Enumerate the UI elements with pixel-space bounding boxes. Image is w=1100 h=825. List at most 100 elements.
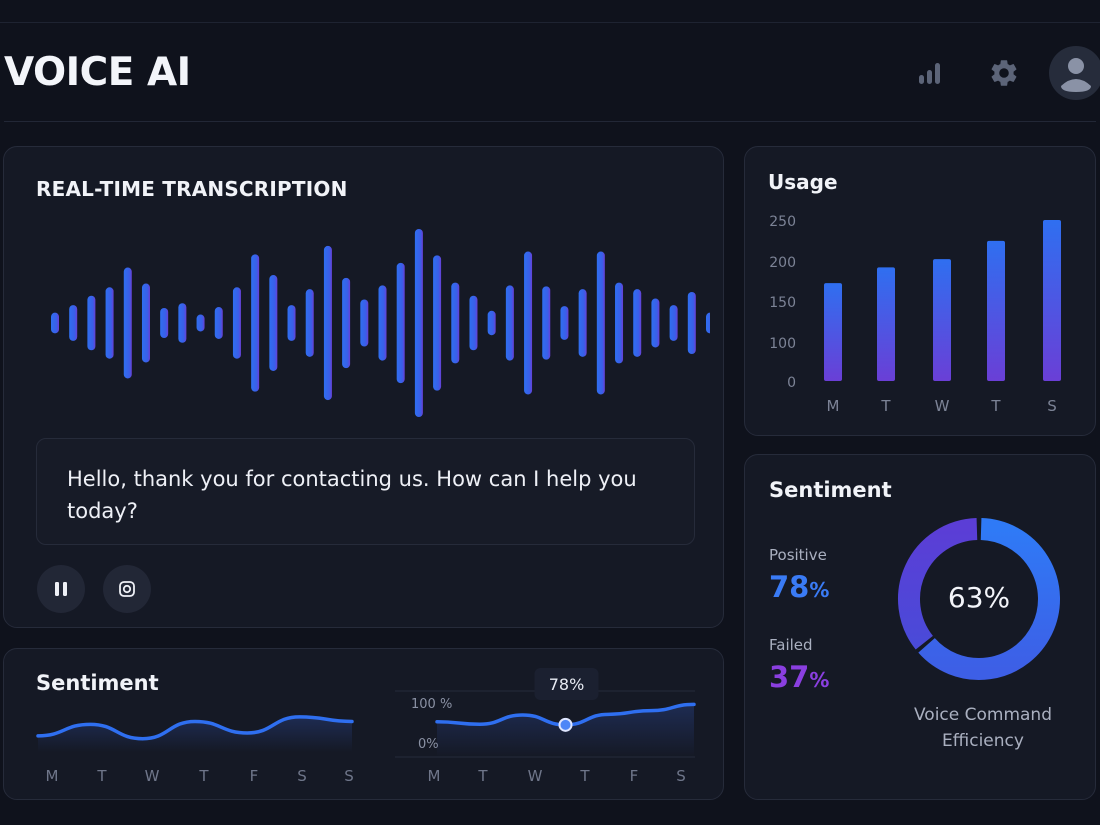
waveform-bar: [342, 277, 351, 369]
waveform-bar: [196, 314, 205, 332]
waveform-bar: [596, 251, 605, 395]
efficiency-donut: [898, 518, 1060, 680]
pause-icon: [55, 582, 67, 596]
waveform-bar: [542, 286, 551, 360]
waveform-bar: [323, 245, 332, 401]
waveform-bar: [524, 251, 533, 395]
waveform-bar: [69, 305, 78, 341]
transcript-text: Hello, thank you for contacting us. How …: [36, 438, 695, 545]
sparkline-right-xtick: W: [528, 767, 543, 785]
sparkline-right-xtick: S: [676, 767, 686, 785]
record-icon: [119, 581, 135, 597]
failed-value: 37%: [769, 660, 829, 694]
waveform-bar: [287, 305, 296, 341]
gear-icon[interactable]: [988, 57, 1020, 89]
usage-xtick: M: [827, 397, 840, 415]
waveform-bar: [706, 312, 710, 334]
pause-button[interactable]: [37, 565, 85, 613]
usage-card: [744, 146, 1096, 436]
transcription-title: REAL-TIME TRANSCRIPTION: [36, 177, 348, 201]
waveform-bar: [433, 255, 442, 391]
waveform-bar: [269, 275, 278, 371]
waveform-bar: [141, 283, 150, 363]
usage-xtick: T: [990, 397, 1001, 415]
waveform-bar: [487, 310, 496, 336]
positive-unit: %: [809, 578, 830, 602]
sentiment-trend-title: Sentiment: [36, 671, 159, 695]
usage-ytick: 100: [769, 336, 796, 352]
header-divider: [4, 121, 1096, 122]
waveform-bar: [178, 303, 187, 343]
waveform: [51, 229, 710, 417]
usage-bar: [933, 259, 951, 381]
sparkline-right-ytick: 0%: [418, 737, 439, 752]
failed-unit: %: [809, 668, 830, 692]
waveform-bar: [669, 305, 678, 341]
waveform-bar: [251, 254, 260, 392]
sentiment-sparkline-right: 100 % 0% 78% M T W T F S: [395, 668, 696, 785]
failed-label: Failed: [769, 636, 813, 654]
donut-caption-line1: Voice Command: [913, 705, 1053, 725]
waveform-bar: [560, 306, 569, 340]
donut-caption-line2: Efficiency: [942, 731, 1024, 751]
waveform-bar: [687, 291, 696, 355]
sparkline-right-ytick: 100 %: [411, 697, 452, 712]
positive-number: 78: [769, 570, 810, 604]
usage-ytick: 250: [769, 214, 796, 230]
usage-ytick: 200: [769, 255, 796, 271]
sparkline-left-xtick: T: [96, 767, 107, 785]
waveform-bar: [105, 287, 114, 359]
waveform-bar: [414, 229, 423, 417]
waveform-bar: [451, 282, 460, 364]
positive-value: 78%: [769, 570, 829, 604]
waveform-bar: [160, 307, 169, 339]
positive-label: Positive: [769, 546, 827, 564]
failed-number: 37: [769, 660, 810, 694]
sparkline-left-xtick: M: [46, 767, 59, 785]
sparkline-right-xtick: T: [579, 767, 590, 785]
usage-chart: 250 200 150 100 0 M T W T S: [769, 214, 1061, 415]
waveform-bar: [578, 289, 587, 357]
usage-title: Usage: [768, 170, 838, 194]
usage-bar: [987, 240, 1005, 381]
usage-xtick: S: [1047, 397, 1057, 415]
signal-bars-icon[interactable]: [916, 58, 946, 88]
waveform-bar: [51, 312, 59, 334]
waveform-bar: [305, 289, 314, 357]
donut-segment-rest: [898, 518, 978, 650]
sparkline-left-xtick: S: [297, 767, 307, 785]
usage-bar: [824, 283, 842, 381]
usage-ytick: 0: [787, 375, 796, 391]
waveform-bar: [360, 299, 369, 347]
sparkline-left-xtick: T: [198, 767, 209, 785]
user-avatar-icon[interactable]: [1049, 46, 1100, 100]
highlight-point[interactable]: [558, 717, 573, 732]
waveform-bar: [378, 285, 387, 361]
app-title: VOICE AI: [4, 50, 191, 95]
sparkline-left-xtick: S: [344, 767, 354, 785]
usage-xtick: W: [935, 397, 950, 415]
sparkline-left-xtick: W: [145, 767, 160, 785]
sparkline-right-xtick: T: [477, 767, 488, 785]
usage-bar: [877, 267, 895, 381]
waveform-bar: [214, 307, 223, 339]
waveform-bar: [469, 295, 478, 351]
top-border: [0, 22, 1100, 23]
usage-xtick: T: [880, 397, 891, 415]
tooltip-box: [534, 668, 599, 700]
sparkline-right-xtick: M: [428, 767, 441, 785]
sparkline-right-xtick: F: [630, 767, 639, 785]
waveform-bar: [615, 282, 624, 364]
waveform-bar: [633, 289, 642, 357]
usage-bar: [1043, 220, 1061, 381]
waveform-bar: [232, 287, 241, 359]
usage-ytick: 150: [769, 295, 796, 311]
donut-value: 63%: [947, 581, 1011, 614]
record-button[interactable]: [103, 565, 151, 613]
tooltip-value: 78%: [549, 675, 585, 694]
sentiment-title: Sentiment: [769, 478, 892, 502]
donut-segment-efficiency: [918, 518, 1060, 680]
waveform-bar: [87, 295, 96, 351]
waveform-bar: [505, 285, 514, 361]
